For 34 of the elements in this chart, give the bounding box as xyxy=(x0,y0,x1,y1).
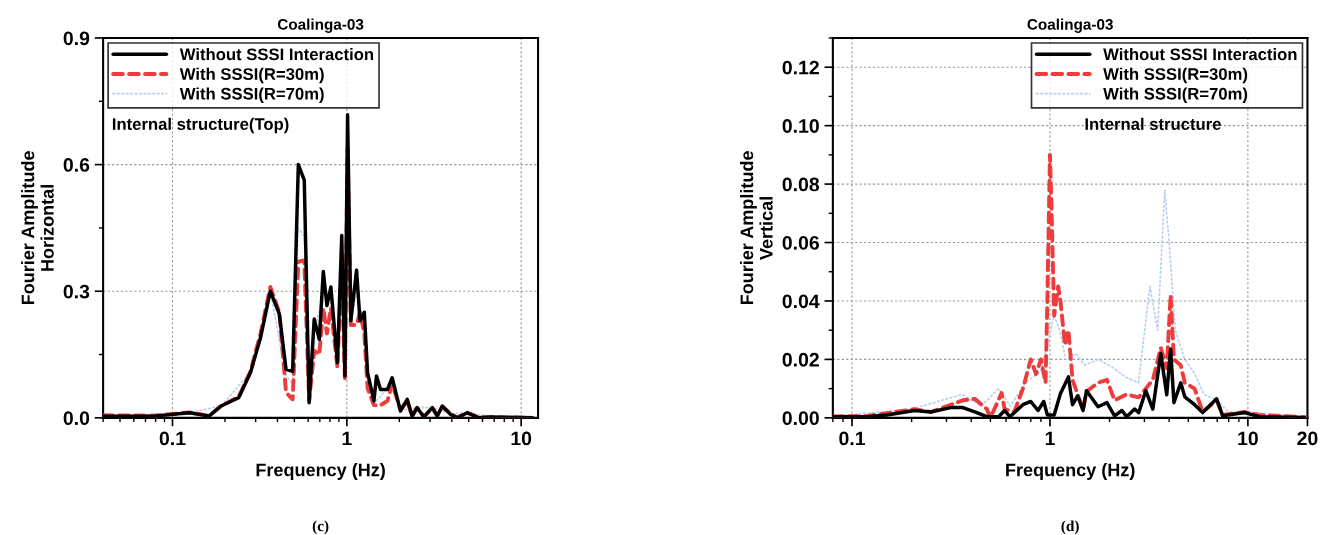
x-tick-label: 10 xyxy=(1238,431,1258,446)
x-tick-label: 10 xyxy=(511,431,532,446)
y-tick-label: 0.3 xyxy=(63,284,90,299)
y-tick-label: 0.6 xyxy=(63,158,90,172)
legend-label: With SSSI(R=70m) xyxy=(179,87,324,103)
y-tick-label: 0.12 xyxy=(782,60,819,75)
x-tick-label: 1 xyxy=(342,431,352,446)
y-tick-label: 0.02 xyxy=(782,352,819,367)
x-axis-title: Frequency (Hz) xyxy=(1006,463,1135,480)
y-tick-label: 0.08 xyxy=(782,177,820,192)
legend-label: With SSSI(R=30m) xyxy=(1103,67,1248,84)
chart-title: Coalinga-03 xyxy=(277,18,364,33)
x-axis-title: Frequency (Hz) xyxy=(256,463,385,480)
text: (c) xyxy=(312,520,329,535)
x-tick-label: 0.1 xyxy=(839,431,866,446)
text: (d) xyxy=(1061,520,1079,535)
y-tick-label: 0.06 xyxy=(782,235,819,250)
legend-label: Without SSSI Interaction xyxy=(179,47,374,61)
y-tick-label: 0.04 xyxy=(782,294,820,309)
legend-label: With SSSI(R=70m) xyxy=(1103,87,1248,103)
annotation: Internal structure xyxy=(1085,117,1221,130)
x-tick-label: 0.1 xyxy=(159,431,186,446)
annotation: Internal structure(Top) xyxy=(112,117,289,134)
x-tick-label: 1 xyxy=(1045,431,1055,446)
y-tick-label: 0.00 xyxy=(782,411,819,426)
chart-title: Coalinga-03 xyxy=(1027,18,1113,33)
y-tick-label: 0.9 xyxy=(63,31,90,46)
legend-label: Without SSSI Interaction xyxy=(1103,47,1297,61)
y-axis-title: Fourier Amplitude Horizontal xyxy=(21,151,54,305)
x-tick-label: 20 xyxy=(1297,431,1318,446)
y-axis-title: Fourier Amplitude Vertical xyxy=(739,151,773,305)
y-tick-label: 0.0 xyxy=(63,411,90,426)
legend-label: With SSSI(R=30m) xyxy=(179,67,324,84)
y-tick-label: 0.10 xyxy=(782,119,819,133)
